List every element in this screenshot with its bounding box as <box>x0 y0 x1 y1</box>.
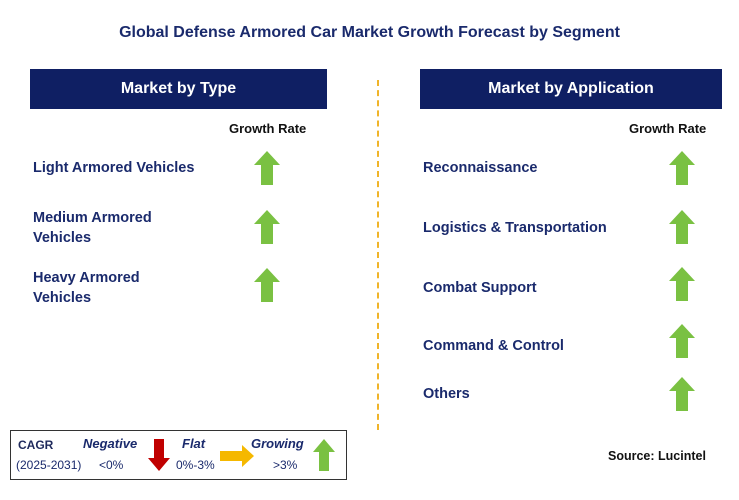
type-item-heavy-label-1: Heavy Armored <box>33 270 140 286</box>
app-item-combat-support: Combat Support <box>423 280 537 296</box>
type-item-heavy-label-2: Vehicles <box>33 290 92 306</box>
growing-arrow-up-icon <box>254 210 280 244</box>
growing-arrow-up-icon <box>669 377 695 411</box>
type-item-heavy: Heavy Armored Vehicles <box>33 268 140 308</box>
app-item-others: Others <box>423 386 470 402</box>
cagr-legend: CAGR (2025-2031) Negative <0% Flat 0%-3%… <box>10 430 347 480</box>
flat-arrow-right-icon <box>220 445 254 467</box>
legend-negative-label: Negative <box>83 436 138 451</box>
app-item-command-control: Command & Control <box>423 338 564 354</box>
growth-rate-label-right: Growth Rate <box>629 121 707 136</box>
panel-divider <box>377 80 379 430</box>
market-by-application-header: Market by Application <box>420 69 722 109</box>
legend-flat-label: Flat <box>182 436 206 451</box>
source-label: Source: Lucintel <box>608 449 706 463</box>
legend-cagr-label: CAGR <box>18 438 54 452</box>
type-item-medium-label-1: Medium Armored <box>33 210 152 226</box>
legend-flat-range: 0%-3% <box>176 458 215 472</box>
growing-arrow-up-icon <box>669 151 695 185</box>
type-item-light: Light Armored Vehicles <box>33 158 194 178</box>
growing-arrow-up-icon <box>669 324 695 358</box>
type-item-medium: Medium Armored Vehicles <box>33 208 152 248</box>
growth-rate-label-left: Growth Rate <box>229 121 307 136</box>
negative-arrow-down-icon <box>148 439 170 471</box>
type-item-medium-label-2: Vehicles <box>33 230 92 246</box>
legend-negative-range: <0% <box>99 458 124 472</box>
market-by-type-header: Market by Type <box>30 69 327 109</box>
type-item-light-label: Light Armored Vehicles <box>33 160 195 176</box>
app-item-reconnaissance: Reconnaissance <box>423 160 538 176</box>
legend-period: (2025-2031) <box>16 458 82 472</box>
growing-arrow-up-icon <box>669 267 695 301</box>
legend-growing-label: Growing <box>251 436 304 451</box>
legend-growing-range: >3% <box>273 458 298 472</box>
page-title: Global Defense Armored Car Market Growth… <box>119 24 620 41</box>
growing-arrow-up-icon <box>669 210 695 244</box>
growing-arrow-up-icon <box>254 268 280 302</box>
growing-arrow-up-icon <box>313 439 335 471</box>
app-item-logistics: Logistics & Transportation <box>423 220 607 236</box>
growing-arrow-up-icon <box>254 151 280 185</box>
